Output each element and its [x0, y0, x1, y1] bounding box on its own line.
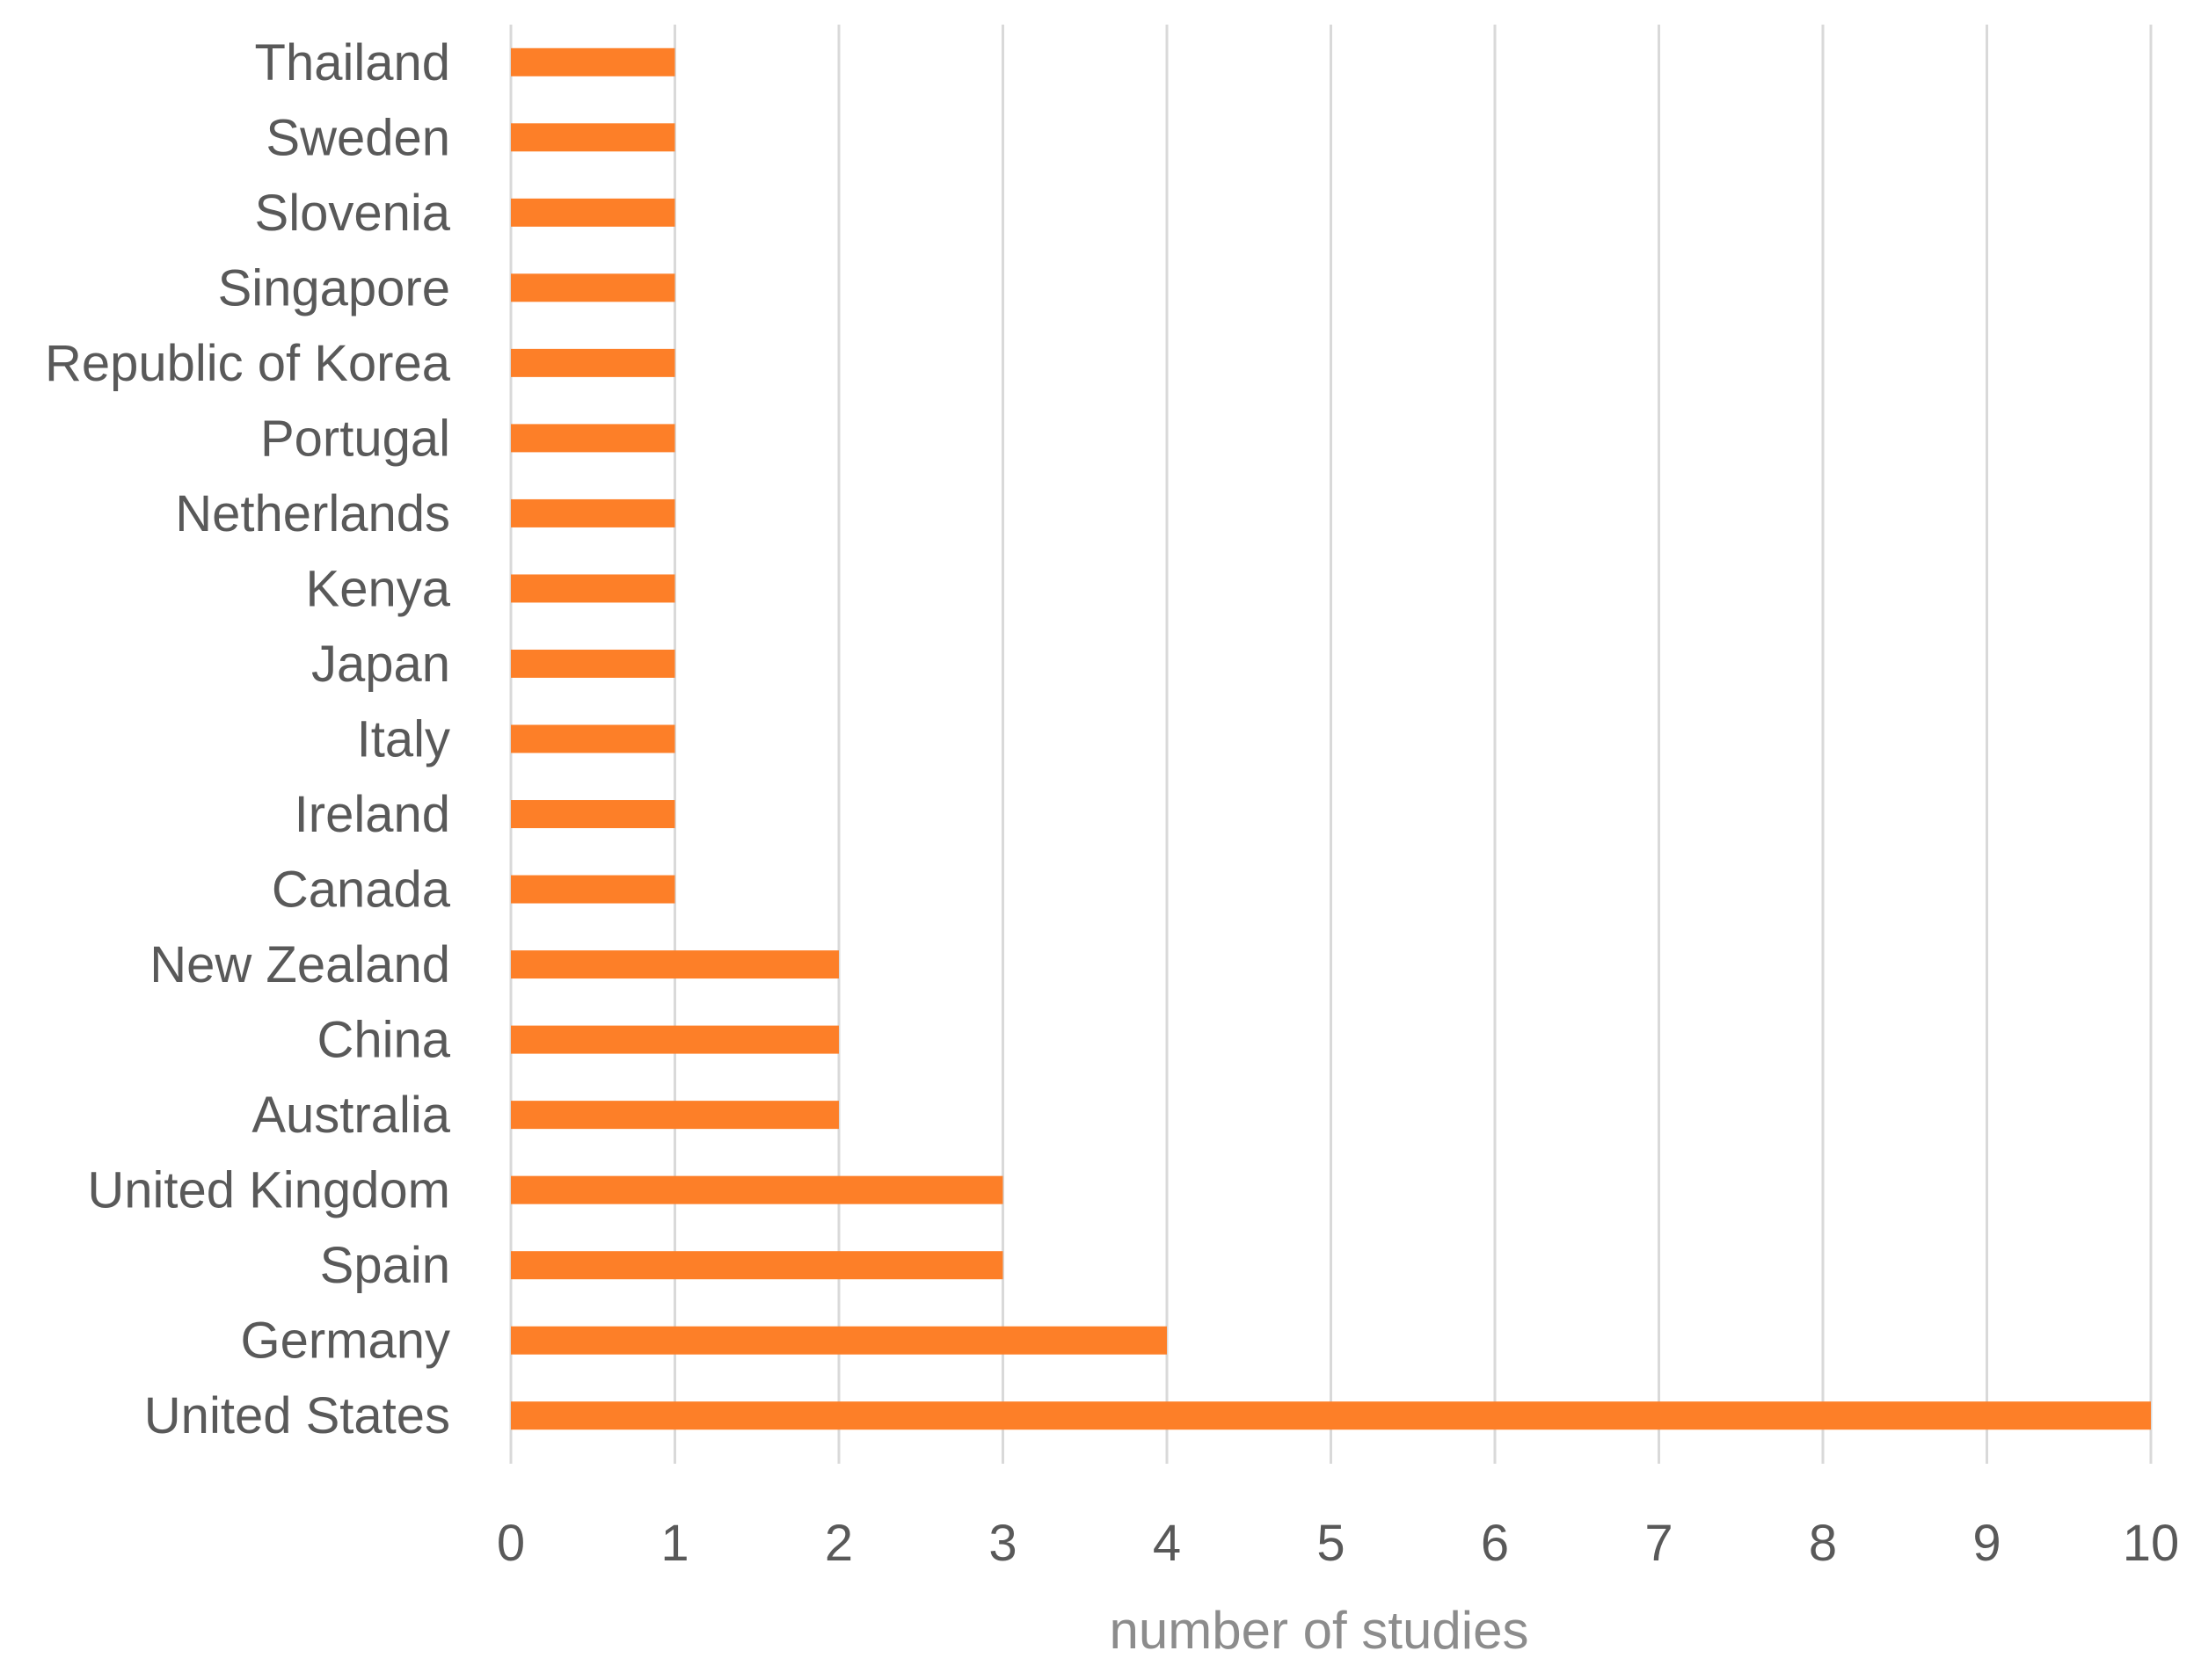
x-tick-label: 2	[825, 1515, 853, 1572]
bar	[511, 950, 839, 979]
x-axis-title: number of studies	[1110, 1601, 1529, 1660]
bar	[511, 1025, 839, 1054]
x-tick-label: 9	[1972, 1515, 2001, 1572]
category-label: United Kingdom	[87, 1162, 450, 1219]
bar	[511, 1175, 1003, 1204]
x-tick-label: 6	[1481, 1515, 1509, 1572]
x-tick-label: 5	[1316, 1515, 1345, 1572]
category-labels: Thailand Sweden Slovenia Singapore Republic …	[45, 34, 451, 1444]
bar	[511, 1101, 839, 1130]
bars	[511, 47, 2151, 1430]
category-label: Italy	[357, 711, 450, 768]
bar	[511, 574, 675, 603]
category-label: Netherlands	[175, 485, 450, 542]
bar	[511, 1326, 1167, 1355]
bar	[511, 123, 675, 152]
category-label: New Zealand	[149, 936, 450, 993]
bar	[511, 348, 675, 377]
category-label: Germany	[240, 1313, 450, 1370]
bar	[511, 875, 675, 904]
x-tick-labels: 0 1 2 3 4 5 6 7 8 9 10	[497, 1515, 2179, 1572]
bar	[511, 273, 675, 302]
x-tick-label: 3	[988, 1515, 1017, 1572]
bar	[511, 1251, 1003, 1280]
bar	[511, 198, 675, 227]
grid-lines	[509, 25, 2153, 1464]
category-label: Australia	[251, 1087, 450, 1144]
category-label: Spain	[320, 1237, 450, 1294]
x-tick-label: 0	[497, 1515, 525, 1572]
x-tick-label: 4	[1153, 1515, 1181, 1572]
category-label: Sweden	[266, 109, 450, 166]
bar	[511, 498, 675, 527]
category-label: Canada	[272, 862, 451, 919]
bar	[511, 724, 675, 753]
category-label: Slovenia	[255, 185, 451, 242]
bar	[511, 649, 675, 678]
category-label: Thailand	[255, 34, 450, 91]
category-label: Kenya	[306, 560, 451, 617]
bar	[511, 1401, 2151, 1430]
x-tick-label: 10	[2123, 1515, 2180, 1572]
category-label: United States	[144, 1387, 450, 1444]
category-label: China	[317, 1012, 450, 1069]
bar	[511, 800, 675, 829]
category-label: Ireland	[295, 786, 450, 843]
x-tick-label: 1	[660, 1515, 689, 1572]
category-label: Republic of Korea	[45, 335, 451, 392]
bar	[511, 47, 675, 76]
x-tick-label: 8	[1809, 1515, 1837, 1572]
category-label: Japan	[311, 636, 450, 693]
x-tick-label: 7	[1644, 1515, 1673, 1572]
category-label: Portugal	[260, 410, 450, 467]
category-label: Singapore	[218, 259, 450, 316]
bar	[511, 424, 675, 453]
